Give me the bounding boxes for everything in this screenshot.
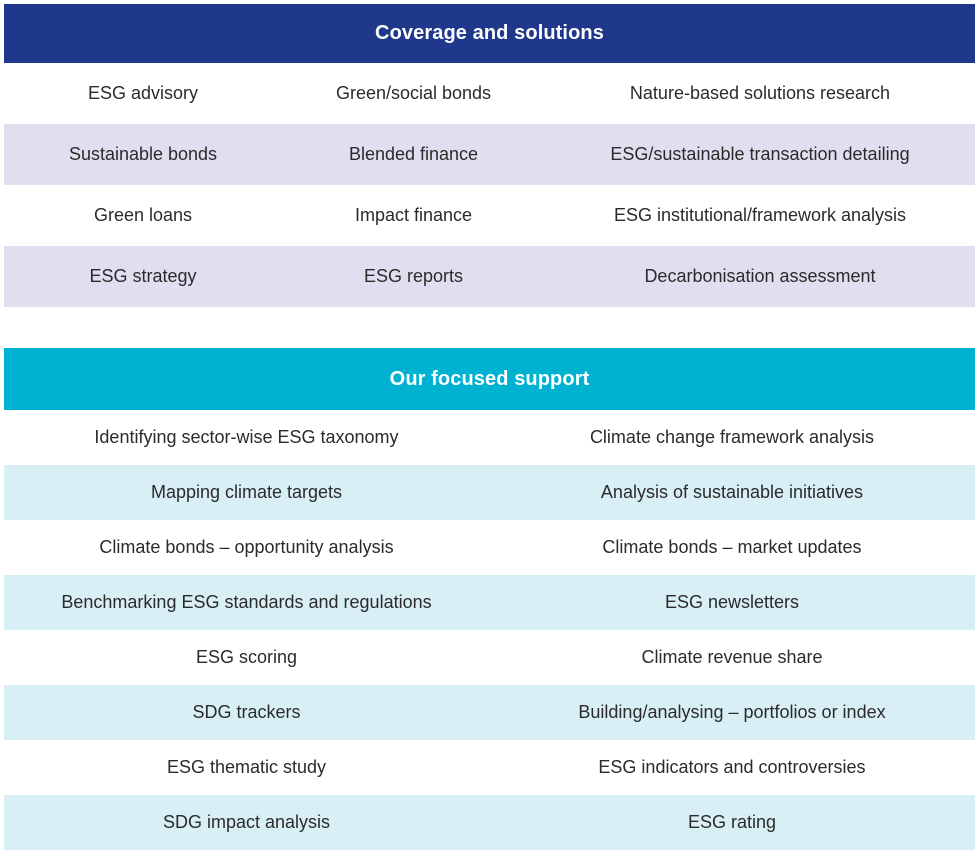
table-row: ESG thematic study ESG indicators and co… (4, 740, 975, 795)
support-table: Our focused support Identifying sector-w… (4, 348, 975, 850)
table-row: ESG strategy ESG reports Decarbonisation… (4, 246, 975, 307)
table-cell: ESG scoring (195, 647, 298, 667)
table-cell: Decarbonisation assessment (644, 266, 876, 286)
table-cell: Sustainable bonds (68, 144, 218, 164)
table-cell: ESG thematic study (166, 757, 327, 777)
table-cell: ESG indicators and controversies (598, 757, 866, 777)
table-row: Mapping climate targets Analysis of sust… (4, 465, 975, 520)
coverage-header: Coverage and solutions (4, 4, 975, 63)
table-row: Green loans Impact finance ESG instituti… (4, 185, 975, 246)
table-row: SDG trackers Building/analysing – portfo… (4, 685, 975, 740)
table-cell: ESG/sustainable transaction detailing (610, 144, 910, 164)
table-cell: Benchmarking ESG standards and regulatio… (61, 592, 432, 612)
table-cell: Climate revenue share (641, 647, 823, 667)
table-cell: Climate change framework analysis (589, 427, 875, 447)
table-row: Climate bonds – opportunity analysis Cli… (4, 520, 975, 575)
table-row: SDG impact analysis ESG rating (4, 795, 975, 850)
table-cell: Climate bonds – market updates (602, 537, 862, 557)
table-cell: Green loans (93, 205, 193, 225)
table-cell: Building/analysing – portfolios or index (578, 702, 886, 722)
table-cell: ESG advisory (87, 83, 199, 103)
table-row: Sustainable bonds Blended finance ESG/su… (4, 124, 975, 185)
table-cell: SDG impact analysis (162, 812, 331, 832)
table-cell: ESG institutional/framework analysis (613, 205, 907, 225)
table-row: Benchmarking ESG standards and regulatio… (4, 575, 975, 630)
table-cell: Green/social bonds (335, 83, 492, 103)
table-cell: Identifying sector-wise ESG taxonomy (94, 427, 399, 447)
table-cell: Impact finance (354, 205, 473, 225)
table-cell: ESG reports (363, 266, 464, 286)
table-cell: Blended finance (348, 144, 479, 164)
support-header: Our focused support (4, 348, 975, 410)
table-cell: Analysis of sustainable initiatives (600, 482, 864, 502)
table-cell: Mapping climate targets (150, 482, 343, 502)
table-row: Identifying sector-wise ESG taxonomy Cli… (4, 410, 975, 465)
table-cell: ESG strategy (89, 266, 197, 286)
table-row: ESG advisory Green/social bonds Nature-b… (4, 63, 975, 124)
table-cell: ESG newsletters (664, 592, 800, 612)
coverage-table: Coverage and solutions ESG advisory Gree… (4, 4, 975, 307)
table-cell: SDG trackers (192, 702, 301, 722)
table-row: ESG scoring Climate revenue share (4, 630, 975, 685)
table-cell: ESG rating (687, 812, 777, 832)
table-cell: Nature-based solutions research (629, 83, 891, 103)
table-cell: Climate bonds – opportunity analysis (99, 537, 394, 557)
